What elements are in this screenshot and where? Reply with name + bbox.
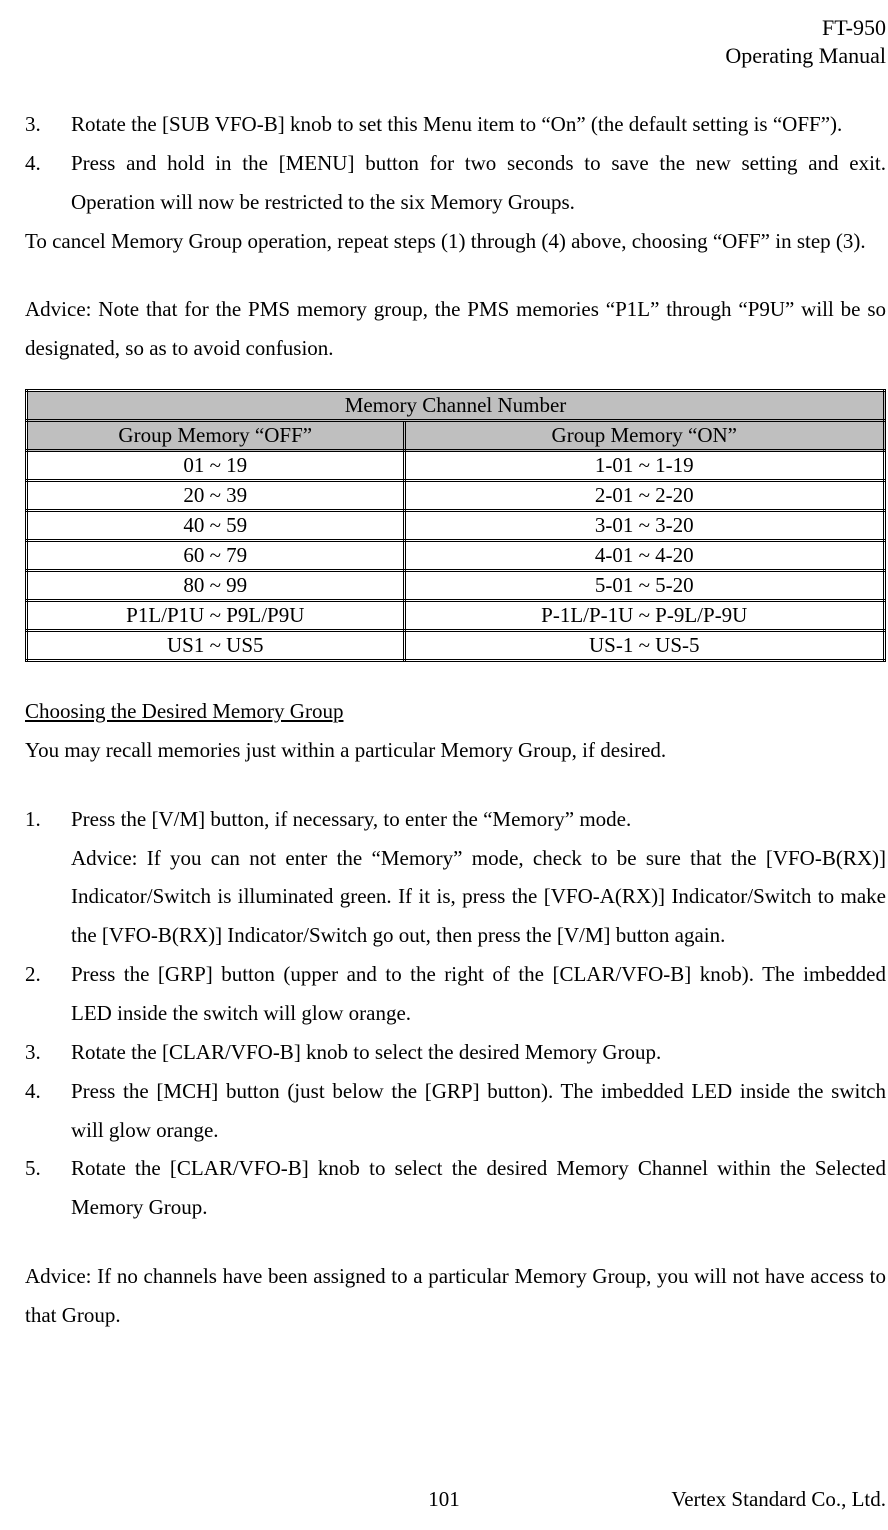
list-number: 3.: [25, 1033, 71, 1072]
table-row: 01 ~ 19 1-01 ~ 1-19: [27, 451, 885, 481]
cell-on: 1-01 ~ 1-19: [404, 451, 884, 481]
list-text: Press the [GRP] button (upper and to the…: [71, 955, 886, 1033]
list-number: 1.: [25, 800, 71, 955]
list-item: 4. Press the [MCH] button (just below th…: [25, 1072, 886, 1150]
page: FT-950 Operating Manual 3. Rotate the [S…: [0, 0, 888, 1530]
memory-channel-table: Memory Channel Number Group Memory “OFF”…: [25, 389, 886, 662]
header-model: FT-950: [25, 14, 886, 42]
list-item: 2. Press the [GRP] button (upper and to …: [25, 955, 886, 1033]
table-row: P1L/P1U ~ P9L/P9U P-1L/P-1U ~ P-9L/P-9U: [27, 601, 885, 631]
spacer: [25, 770, 886, 800]
list-item: 1. Press the [V/M] button, if necessary,…: [25, 800, 886, 955]
list-number: 4.: [25, 144, 71, 222]
cell-off: 60 ~ 79: [27, 541, 405, 571]
steps-list: 1. Press the [V/M] button, if necessary,…: [25, 800, 886, 1227]
cancel-note: To cancel Memory Group operation, repeat…: [25, 222, 886, 261]
header-subtitle: Operating Manual: [25, 42, 886, 70]
list-number: 4.: [25, 1072, 71, 1150]
list-item: 5. Rotate the [CLAR/VFO-B] knob to selec…: [25, 1149, 886, 1227]
list-text: Press and hold in the [MENU] button for …: [71, 144, 886, 222]
table-row: 20 ~ 39 2-01 ~ 2-20: [27, 481, 885, 511]
page-header: FT-950 Operating Manual: [25, 14, 886, 69]
cell-off: 20 ~ 39: [27, 481, 405, 511]
cell-off: 01 ~ 19: [27, 451, 405, 481]
list-text: Rotate the [SUB VFO-B] knob to set this …: [71, 105, 886, 144]
cell-on: 2-01 ~ 2-20: [404, 481, 884, 511]
footer-company: Vertex Standard Co., Ltd.: [671, 1487, 888, 1512]
list-number: 5.: [25, 1149, 71, 1227]
table-row: 60 ~ 79 4-01 ~ 4-20: [27, 541, 885, 571]
cell-on: 4-01 ~ 4-20: [404, 541, 884, 571]
list-item: 3. Rotate the [CLAR/VFO-B] knob to selec…: [25, 1033, 886, 1072]
table-col-off: Group Memory “OFF”: [27, 421, 405, 451]
list-number: 3.: [25, 105, 71, 144]
table-title: Memory Channel Number: [27, 391, 885, 421]
advice-text: Advice: Note that for the PMS memory gro…: [25, 290, 886, 368]
cell-off: 80 ~ 99: [27, 571, 405, 601]
list-text: Press the [V/M] button, if necessary, to…: [71, 800, 886, 955]
list-text: Press the [MCH] button (just below the […: [71, 1072, 886, 1150]
list-item: 4. Press and hold in the [MENU] button f…: [25, 144, 886, 222]
cell-on: P-1L/P-1U ~ P-9L/P-9U: [404, 601, 884, 631]
cell-off: P1L/P1U ~ P9L/P9U: [27, 601, 405, 631]
section-title: Choosing the Desired Memory Group: [25, 692, 886, 731]
cell-off: US1 ~ US5: [27, 631, 405, 661]
list-item: 3. Rotate the [SUB VFO-B] knob to set th…: [25, 105, 886, 144]
table-col-on: Group Memory “ON”: [404, 421, 884, 451]
table-row: 40 ~ 59 3-01 ~ 3-20: [27, 511, 885, 541]
cell-off: 40 ~ 59: [27, 511, 405, 541]
list-text: Rotate the [CLAR/VFO-B] knob to select t…: [71, 1149, 886, 1227]
list-text: Rotate the [CLAR/VFO-B] knob to select t…: [71, 1033, 886, 1072]
cell-on: 5-01 ~ 5-20: [404, 571, 884, 601]
advice-text: Advice: If no channels have been assigne…: [25, 1257, 886, 1335]
step-advice: Advice: If you can not enter the “Memory…: [71, 839, 886, 956]
cell-on: US-1 ~ US-5: [404, 631, 884, 661]
section-intro: You may recall memories just within a pa…: [25, 731, 886, 770]
page-footer: 101 Vertex Standard Co., Ltd.: [0, 1487, 888, 1512]
step-main: Press the [V/M] button, if necessary, to…: [71, 800, 886, 839]
table-row: US1 ~ US5 US-1 ~ US-5: [27, 631, 885, 661]
cell-on: 3-01 ~ 3-20: [404, 511, 884, 541]
page-number: 101: [428, 1487, 460, 1512]
table-row: 80 ~ 99 5-01 ~ 5-20: [27, 571, 885, 601]
list-number: 2.: [25, 955, 71, 1033]
top-ordered-list: 3. Rotate the [SUB VFO-B] knob to set th…: [25, 105, 886, 222]
